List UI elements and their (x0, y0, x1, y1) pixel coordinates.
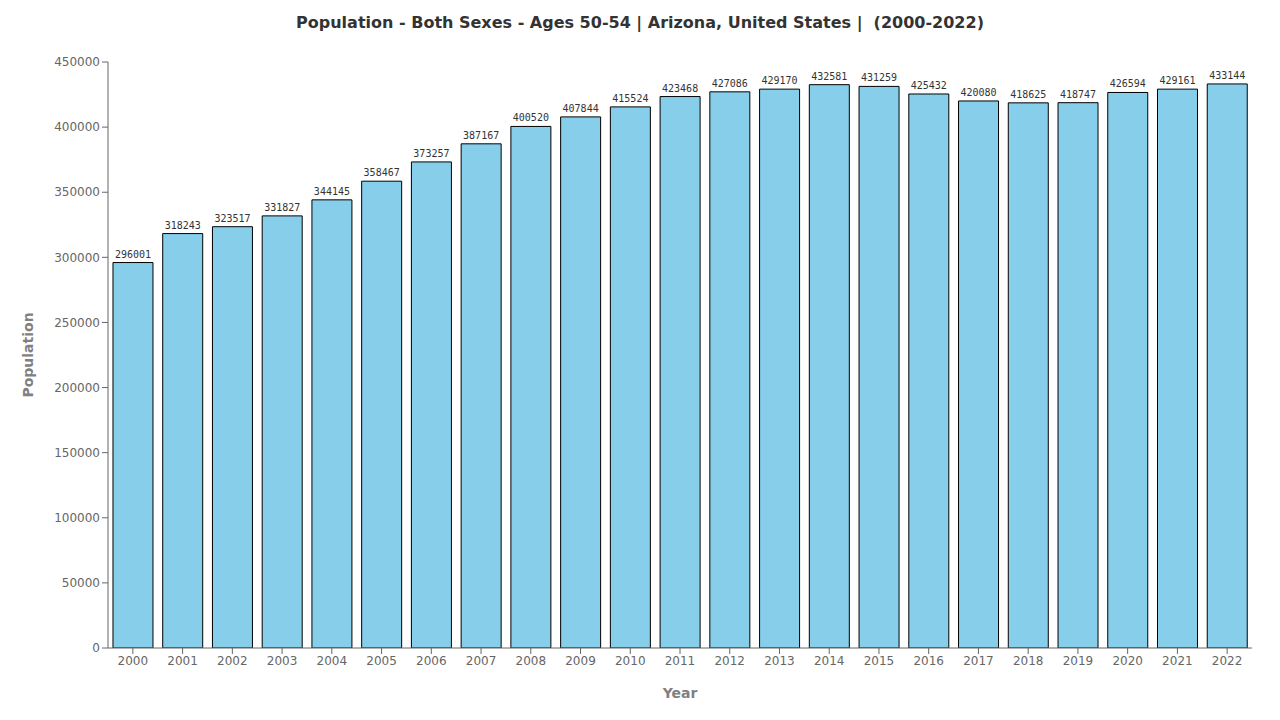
svg-text:418747: 418747 (1060, 89, 1096, 100)
svg-text:2015: 2015 (864, 654, 895, 668)
svg-text:431259: 431259 (861, 72, 897, 83)
svg-text:450000: 450000 (54, 55, 100, 69)
svg-text:300000: 300000 (54, 251, 100, 265)
svg-text:318243: 318243 (165, 220, 201, 231)
svg-text:2008: 2008 (516, 654, 547, 668)
svg-text:2016: 2016 (913, 654, 944, 668)
svg-text:2022: 2022 (1212, 654, 1243, 668)
svg-text:427086: 427086 (712, 78, 748, 89)
svg-text:150000: 150000 (54, 446, 100, 460)
svg-text:323517: 323517 (214, 213, 250, 224)
svg-text:200000: 200000 (54, 381, 100, 395)
svg-text:296001: 296001 (115, 249, 151, 260)
svg-text:2001: 2001 (167, 654, 198, 668)
svg-text:407844: 407844 (563, 103, 599, 114)
svg-text:344145: 344145 (314, 186, 350, 197)
svg-text:2014: 2014 (814, 654, 845, 668)
svg-text:400520: 400520 (513, 112, 549, 123)
svg-text:400000: 400000 (54, 120, 100, 134)
svg-text:0: 0 (92, 641, 100, 655)
svg-text:Population: Population (20, 312, 36, 397)
svg-text:2011: 2011 (665, 654, 696, 668)
html-text:Population - Both Sexes - Ages: Population - Both Sexes - Ages 50-54 | A… (296, 13, 984, 32)
svg-text:2009: 2009 (565, 654, 596, 668)
svg-text:429161: 429161 (1159, 75, 1195, 86)
svg-text:50000: 50000 (62, 576, 100, 590)
svg-text:2012: 2012 (714, 654, 745, 668)
svg-text:418625: 418625 (1010, 89, 1046, 100)
svg-text:2010: 2010 (615, 654, 646, 668)
svg-text:2013: 2013 (764, 654, 795, 668)
svg-text:420080: 420080 (960, 87, 996, 98)
svg-text:432581: 432581 (811, 71, 847, 82)
svg-text:415524: 415524 (612, 93, 648, 104)
svg-text:2006: 2006 (416, 654, 447, 668)
svg-text:100000: 100000 (54, 511, 100, 525)
svg-text:350000: 350000 (54, 185, 100, 199)
svg-text:2020: 2020 (1112, 654, 1143, 668)
svg-text:Year: Year (662, 685, 698, 701)
svg-text:250000: 250000 (54, 316, 100, 330)
svg-text:2007: 2007 (466, 654, 497, 668)
svg-text:423468: 423468 (662, 83, 698, 94)
svg-text:425432: 425432 (911, 80, 947, 91)
svg-text:433144: 433144 (1209, 70, 1245, 81)
svg-text:2004: 2004 (317, 654, 348, 668)
svg-text:2000: 2000 (118, 654, 149, 668)
svg-text:2017: 2017 (963, 654, 994, 668)
svg-text:2019: 2019 (1063, 654, 1094, 668)
svg-text:426594: 426594 (1110, 78, 1146, 89)
svg-text:2002: 2002 (217, 654, 248, 668)
svg-text:331827: 331827 (264, 202, 300, 213)
svg-text:358467: 358467 (364, 167, 400, 178)
svg-text:2003: 2003 (267, 654, 298, 668)
svg-text:2021: 2021 (1162, 654, 1193, 668)
svg-text:2005: 2005 (366, 654, 397, 668)
svg-text:429170: 429170 (762, 75, 798, 86)
svg-text:373257: 373257 (413, 148, 449, 159)
svg-text:387167: 387167 (463, 130, 499, 141)
svg-text:2018: 2018 (1013, 654, 1044, 668)
